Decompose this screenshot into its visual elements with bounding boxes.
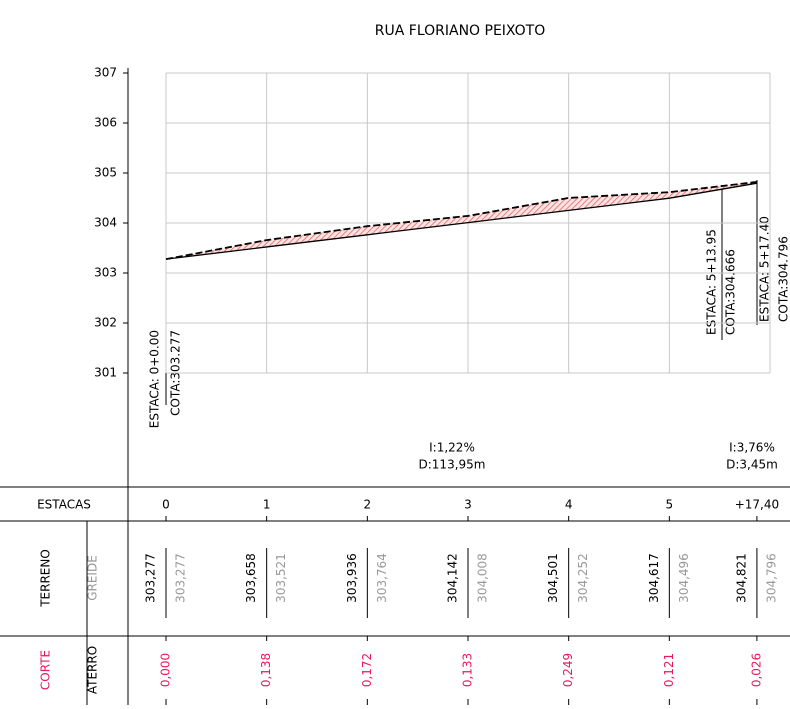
y-tick-label: 301 xyxy=(94,366,117,380)
cut-label: 0,026 xyxy=(749,653,763,687)
value-label: 303,521 xyxy=(274,553,288,603)
value-label: 304,142 xyxy=(446,553,460,603)
grade-label: D:113,95m xyxy=(419,458,486,472)
annotation: ESTACA: 5+17.40 xyxy=(758,216,772,322)
value-label: 304,821 xyxy=(734,553,748,603)
value-label: 303,658 xyxy=(244,553,258,603)
cut-label: 0,249 xyxy=(561,653,575,687)
annotation: ESTACA: 5+13.95 xyxy=(705,229,719,335)
cut-label: 0,172 xyxy=(360,653,374,687)
value-label: 304,501 xyxy=(546,553,560,603)
title: RUA FLORIANO PEIXOTO xyxy=(375,23,545,39)
value-label: 304,252 xyxy=(576,553,590,603)
annotation: COTA:304.666 xyxy=(724,249,738,335)
row-label: CORTE xyxy=(39,650,53,690)
station-label: 2 xyxy=(364,498,372,512)
value-label: 303,764 xyxy=(375,553,389,603)
station-label: 5 xyxy=(666,498,674,512)
grade-label: D:3,45m xyxy=(726,458,778,472)
y-tick-label: 305 xyxy=(94,166,117,180)
y-tick-label: 303 xyxy=(94,266,117,280)
row-label: GREIDE xyxy=(86,555,100,601)
value-label: 303,277 xyxy=(144,553,158,603)
value-label: 304,617 xyxy=(647,553,661,603)
value-label: 304,496 xyxy=(677,553,691,603)
row-label: TERRENO xyxy=(39,549,53,608)
cut-label: 0,121 xyxy=(662,653,676,687)
y-tick-label: 304 xyxy=(94,216,117,230)
row-label: ESTACAS xyxy=(37,498,91,512)
value-label: 304,008 xyxy=(476,553,490,603)
y-tick-label: 302 xyxy=(94,316,117,330)
value-label: 303,277 xyxy=(174,553,188,603)
annotation: COTA:304.796 xyxy=(777,236,790,322)
annotation: ESTACA: 0+0.00 xyxy=(148,330,162,428)
cut-label: 0,000 xyxy=(159,653,173,687)
cut-label: 0,138 xyxy=(259,653,273,687)
y-tick-label: 307 xyxy=(94,66,117,80)
value-label: 304,796 xyxy=(764,553,778,603)
row-label: ATERRO xyxy=(86,646,100,694)
station-label: +17,40 xyxy=(735,498,779,512)
value-label: 303,936 xyxy=(345,553,359,603)
grade-label: I:3,76% xyxy=(729,441,775,455)
cut-area xyxy=(166,181,757,260)
cut-label: 0,133 xyxy=(461,653,475,687)
station-label: 4 xyxy=(565,498,573,512)
station-label: 0 xyxy=(162,498,170,512)
station-label: 1 xyxy=(263,498,271,512)
station-label: 3 xyxy=(464,498,472,512)
profile-line xyxy=(165,181,758,261)
profile-line xyxy=(165,182,758,260)
grade-label: I:1,22% xyxy=(429,441,475,455)
y-tick-label: 306 xyxy=(94,116,117,130)
